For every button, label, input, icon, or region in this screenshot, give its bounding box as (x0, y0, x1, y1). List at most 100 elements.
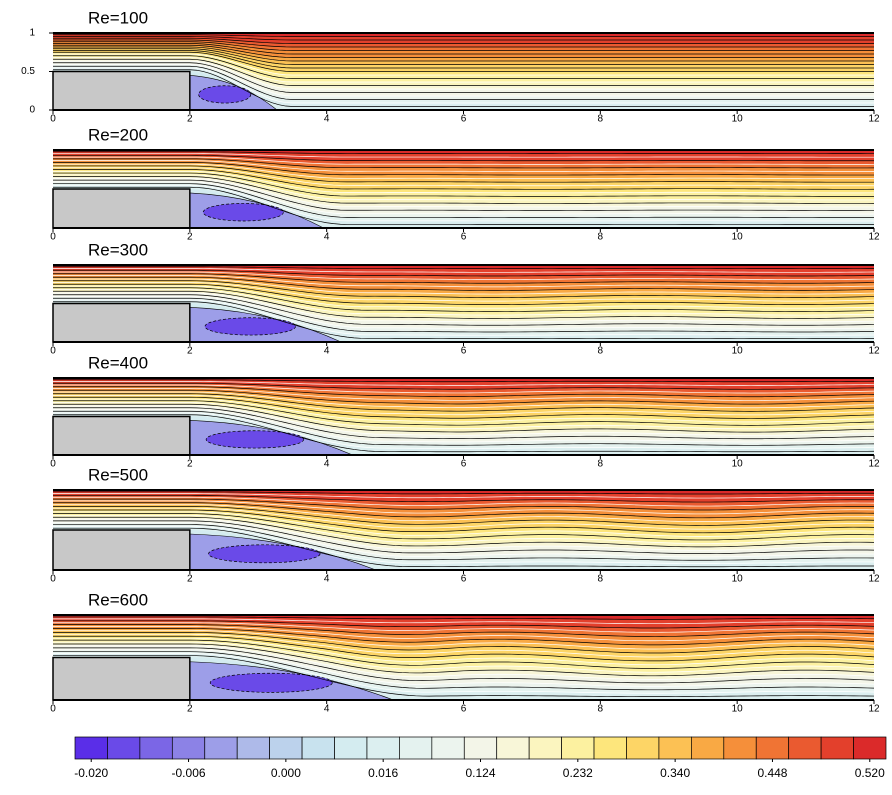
colorbar-swatch (463, 736, 498, 760)
colorbar-label: 0.000 (271, 766, 301, 780)
streamline (53, 172, 875, 197)
colorbar-swatch (561, 736, 595, 760)
colorbar-swatch (820, 736, 854, 760)
y-tick-label: 1 (29, 28, 35, 39)
x-tick-label: 12 (868, 232, 880, 243)
streamline (53, 655, 875, 697)
colorbar-swatch (107, 736, 141, 760)
colorbar-swatch (236, 736, 270, 760)
streamline (53, 410, 875, 446)
contour-band (53, 273, 874, 287)
streamline (53, 178, 875, 208)
streamline (53, 153, 875, 158)
contour-band (53, 173, 874, 200)
colorbar-swatch (626, 736, 660, 760)
streamline (53, 285, 875, 309)
y-tick-label: 0 (29, 105, 35, 116)
contour-band (53, 381, 874, 390)
contour-band (53, 178, 874, 211)
x-tick-label: 4 (324, 232, 330, 243)
colorbar-swatch (204, 736, 238, 760)
streamline (53, 647, 875, 684)
panel-title: Re=100 (88, 8, 148, 27)
contour-band (53, 174, 874, 204)
contour-band (53, 272, 874, 284)
streamline (53, 491, 875, 495)
streamline (53, 69, 874, 107)
streamline (53, 407, 875, 440)
streamline (53, 50, 874, 69)
streamline (53, 169, 875, 190)
y-tick-label: 0.5 (21, 66, 35, 77)
x-tick-label: 0 (50, 114, 56, 125)
streamline (53, 62, 874, 93)
streamline (53, 280, 875, 298)
streamline (53, 51, 874, 72)
contour-band (53, 502, 874, 522)
contour-band (53, 270, 874, 280)
x-tick-label: 0 (50, 346, 56, 357)
x-tick-label: 8 (598, 574, 604, 585)
colorbar-swatch (788, 736, 822, 760)
x-tick-label: 4 (324, 346, 330, 357)
colorbar-label: 0.124 (465, 766, 495, 780)
streamline (53, 496, 875, 507)
streamline (53, 643, 875, 677)
contour-band (53, 504, 874, 526)
x-tick-label: 6 (461, 459, 467, 470)
streamline (53, 389, 875, 405)
colorbar-label: -0.020 (74, 766, 108, 780)
streamline (53, 163, 875, 179)
contour-band (53, 385, 874, 397)
streamline (53, 518, 875, 551)
colorbar-swatch (691, 736, 725, 760)
streamline (53, 527, 875, 568)
contour-band (53, 165, 874, 186)
colorbar-label: -0.006 (172, 766, 206, 780)
contour-band (53, 493, 874, 503)
x-tick-label: 0 (50, 704, 56, 715)
streamline (53, 513, 875, 541)
streamline (53, 516, 875, 548)
x-tick-label: 12 (868, 346, 880, 357)
streamline (53, 405, 875, 436)
streamline (53, 271, 875, 280)
x-tick-label: 2 (187, 232, 193, 243)
streamline (53, 185, 875, 222)
x-tick-label: 0 (50, 574, 56, 585)
streamline (53, 616, 875, 620)
colorbar-swatch (74, 736, 108, 760)
contour-band (53, 622, 874, 637)
streamline (53, 41, 874, 51)
colorbar-swatch (269, 736, 303, 760)
contour-band (53, 287, 874, 316)
streamline (53, 273, 875, 284)
colorbar-swatch (399, 736, 433, 760)
contour-band (53, 284, 874, 309)
colorbar-label: 0.448 (757, 766, 787, 780)
contour-band (53, 495, 874, 507)
contour-band (53, 643, 874, 680)
streamline (53, 522, 875, 558)
x-tick-label: 10 (732, 114, 744, 125)
x-tick-label: 8 (598, 346, 604, 357)
step (52, 529, 191, 571)
contour-band (53, 383, 874, 394)
streamline (53, 299, 875, 336)
streamline (53, 637, 875, 666)
streamline (53, 618, 875, 625)
contour-band (53, 616, 874, 624)
step (52, 302, 191, 343)
colorbar-swatch (431, 736, 465, 760)
colorbar-label: 0.016 (368, 766, 398, 780)
streamline (53, 626, 875, 642)
x-tick-label: 12 (868, 459, 880, 470)
streamline (53, 515, 875, 544)
recirculation-core (208, 544, 321, 564)
streamline (53, 266, 875, 270)
streamline (53, 151, 875, 154)
streamline (53, 268, 875, 273)
recirculation-core (209, 672, 333, 693)
contour-band (53, 524, 874, 564)
